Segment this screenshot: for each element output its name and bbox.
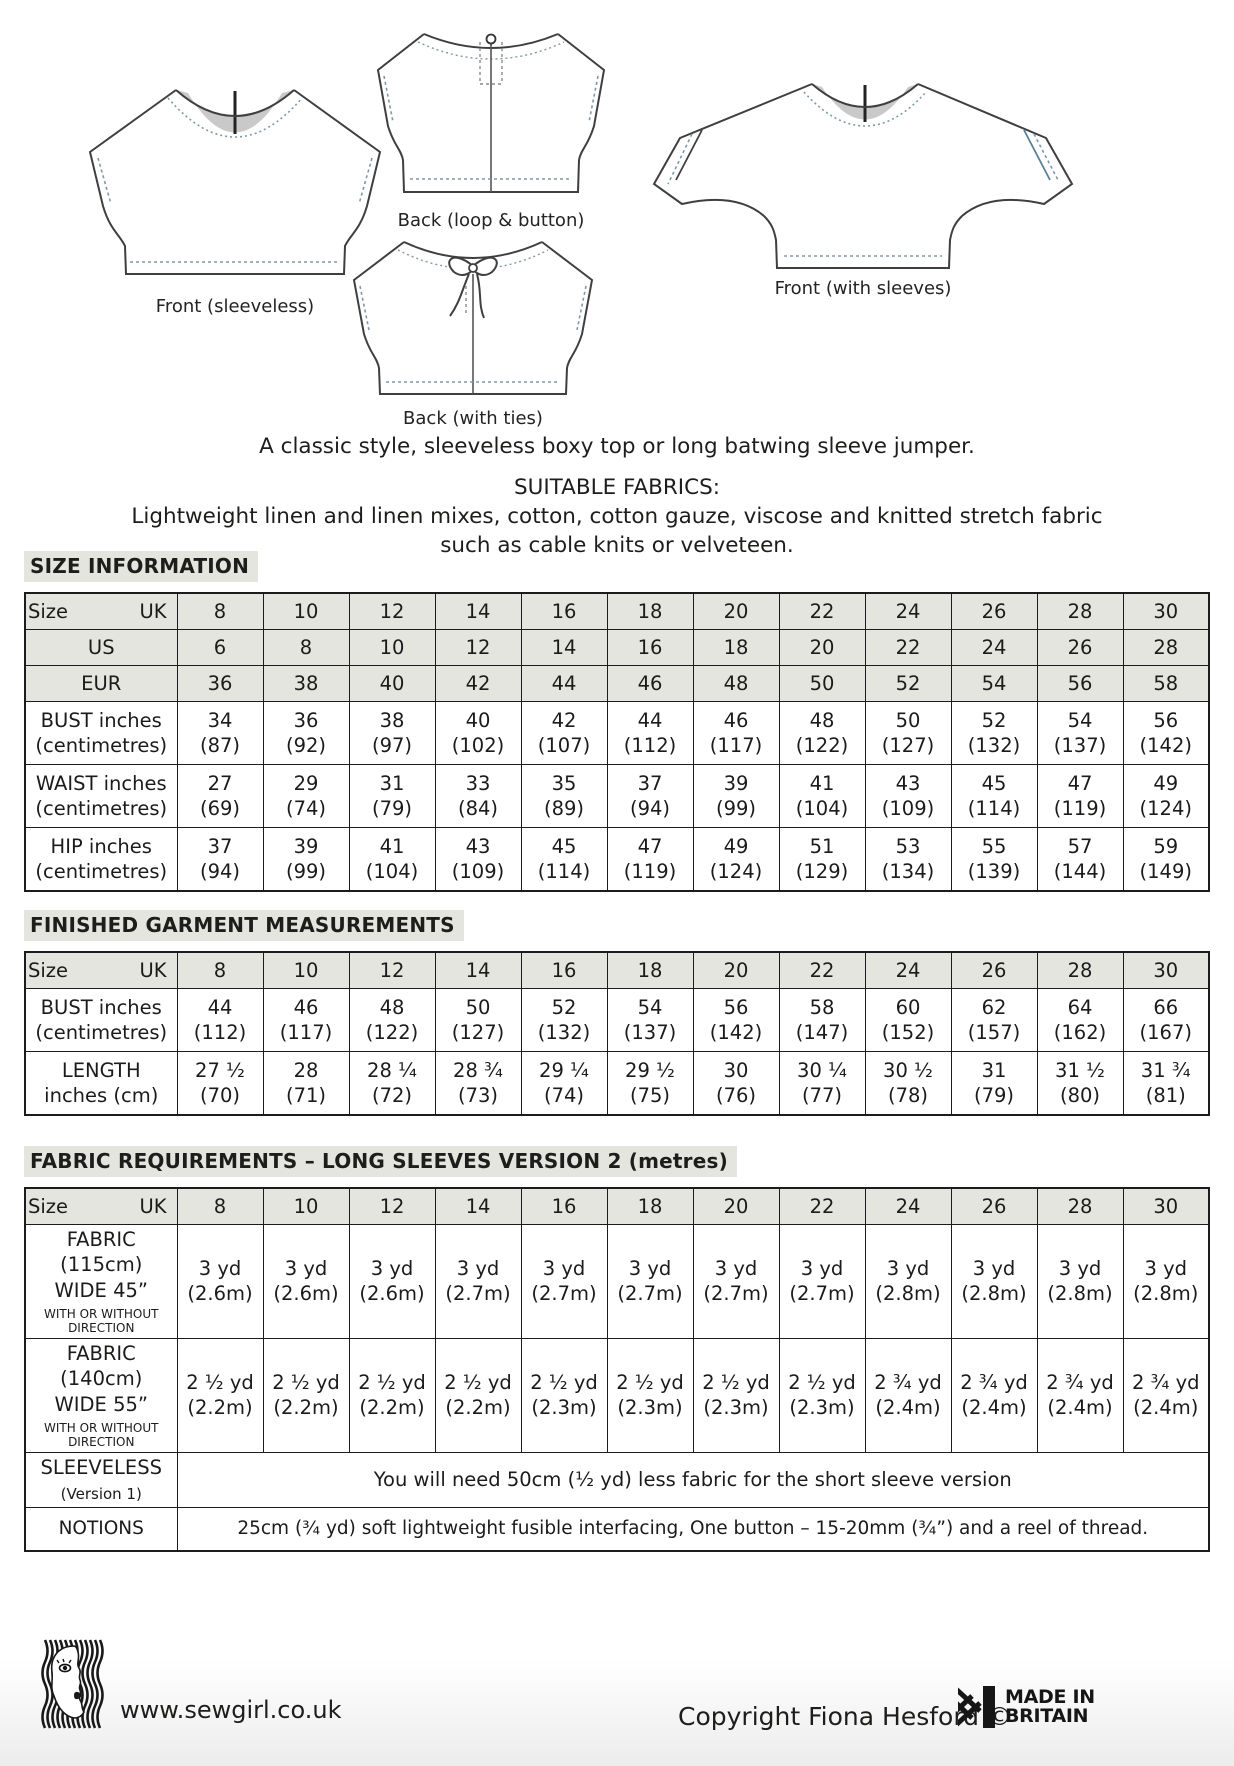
fabric-requirements-table: Size UK 8 10 12 14 16 18 20 22 24 26 28 30 FABRIC (11…: [24, 1187, 1210, 1553]
sleeveless-note-cell: You will need 50cm (½ yd) less fabric fo…: [176, 1451, 1210, 1509]
table-cell: EUR: [24, 665, 178, 702]
table-cell: SLEEVELESS (Version 1): [24, 1451, 178, 1509]
table-row: HIP inches (centimetres) 37 (94) 39 (99) 41 (1…: [24, 827, 1210, 892]
front-sleeveless-label: Front (sleeveless): [155, 296, 315, 317]
table-cell: BUST inches (centimetres): [24, 988, 178, 1052]
suitable-fabrics-line2: such as cable knits or velveteen.: [440, 533, 794, 558]
union-jack-icon: [958, 1686, 995, 1728]
fabric-requirements-heading: FABRIC REQUIREMENTS – LONG SLEEVES VERSI…: [24, 1146, 737, 1177]
size-information-table: Size UK 8 10 12 14 16 18 20 22 24 26 28 30 US 6 8 10 12…: [24, 592, 1210, 892]
front-sleeves-label: Front (with sleeves): [774, 278, 952, 299]
table-row: Size UK 8 10 12 14 16 18 20 22 24 26 28 30: [24, 1187, 1210, 1225]
table-row: WAIST inches (centimetres) 27 (69) 29 (74) 31…: [24, 764, 1210, 828]
table-row: EUR 36 38 40 42 44 46 48 50 52 54 56 58: [24, 665, 1210, 702]
table-row: SLEEVELESS (Version 1) You will need 50cm…: [24, 1451, 1210, 1509]
front-sleeveless-drawing: [88, 89, 382, 275]
table-cell: HIP inches (centimetres): [24, 827, 178, 892]
sewgirl-logo: [38, 1638, 108, 1734]
table-row: LENGTH inches (cm) 27 ½ (70) 28 (71) 28 ¼ (72)…: [24, 1051, 1210, 1116]
front-sleeves-drawing: [652, 83, 1074, 269]
front-sleeves-figure: Front (with sleeves): [642, 76, 1084, 299]
finished-garment-table: Size UK 8 10 12 14 16 18 20 22 24 26 28 30 BUST inch…: [24, 951, 1210, 1116]
table-cell: Size UK: [24, 592, 178, 630]
table-cell: US: [24, 629, 178, 666]
finished-garment-heading: FINISHED GARMENT MEASUREMENTS: [24, 910, 464, 941]
table-cell: Size UK: [24, 951, 178, 989]
suitable-fabrics-heading: SUITABLE FABRICS:: [513, 475, 721, 500]
front-sleeveless-figure: Front (sleeveless): [70, 80, 400, 317]
table-cell: BUST inches (centimetres): [24, 701, 178, 765]
table-cell: FABRIC (115cm) WIDE 45” WITH OR WITHOUT DIR…: [24, 1224, 178, 1339]
table-row: BUST inches (centimetres) 44 (112) 46 (117) 4…: [24, 988, 1210, 1052]
table-cell: Size UK: [24, 1187, 178, 1225]
back-loop-button-label: Back (loop & button): [397, 210, 585, 231]
back-ties-drawing: [352, 241, 594, 395]
table-row: BUST inches (centimetres) 34 (87) 36 (92) 38(…: [24, 701, 1210, 765]
table-row: Size UK 8 10 12 14 16 18 20 22 24 26 28 30: [24, 951, 1210, 989]
back-loop-button-drawing: [376, 33, 606, 193]
footer: www.sewgirl.co.uk Copyright Fiona Hesfor…: [0, 1630, 1234, 1766]
back-loop-button-figure: Back (loop & button): [368, 22, 614, 231]
technical-drawings: Front (sleeveless) Back (loop & button): [0, 0, 1234, 430]
back-ties-figure: Back (with ties): [342, 228, 604, 429]
table-cell: WAIST inches (centimetres): [24, 764, 178, 828]
table-row: NOTIONS 25cm (¾ yd) soft lightweight fus…: [24, 1507, 1210, 1552]
table-row: US 6 8 10 12 14 16 18 20 22 24 26 28: [24, 629, 1210, 666]
style-description: A classic style, sleeveless boxy top or …: [259, 434, 975, 459]
website-url: www.sewgirl.co.uk: [120, 1696, 342, 1724]
made-in-britain-badge: MADE IN BRITAIN: [958, 1686, 1095, 1728]
table-row: FABRIC (140cm) WIDE 55” WITH OR WITHOUT DIR…: [24, 1337, 1210, 1453]
made-in-britain-text: MADE IN BRITAIN: [1005, 1686, 1095, 1727]
table-cell: FABRIC (140cm) WIDE 55” WITH OR WITHOUT DIR…: [24, 1337, 178, 1453]
table-cell: NOTIONS: [24, 1507, 178, 1552]
back-ties-label: Back (with ties): [403, 408, 543, 429]
table-row: FABRIC (115cm) WIDE 45” WITH OR WITHOUT DIR…: [24, 1224, 1210, 1339]
notions-cell: 25cm (¾ yd) soft lightweight fusible int…: [176, 1507, 1210, 1552]
sewgirl-face-icon: [41, 1639, 104, 1729]
table-cell: 8: [176, 592, 264, 630]
table-row: Size UK 8 10 12 14 16 18 20 22 24 26 28 30: [24, 592, 1210, 630]
copyright-text: Copyright Fiona Hesford ©: [678, 1702, 1012, 1731]
table-cell: LENGTH inches (cm): [24, 1051, 178, 1116]
suitable-fabrics-line1: Lightweight linen and linen mixes, cotto…: [131, 504, 1103, 529]
size-information-heading: SIZE INFORMATION: [24, 551, 259, 582]
